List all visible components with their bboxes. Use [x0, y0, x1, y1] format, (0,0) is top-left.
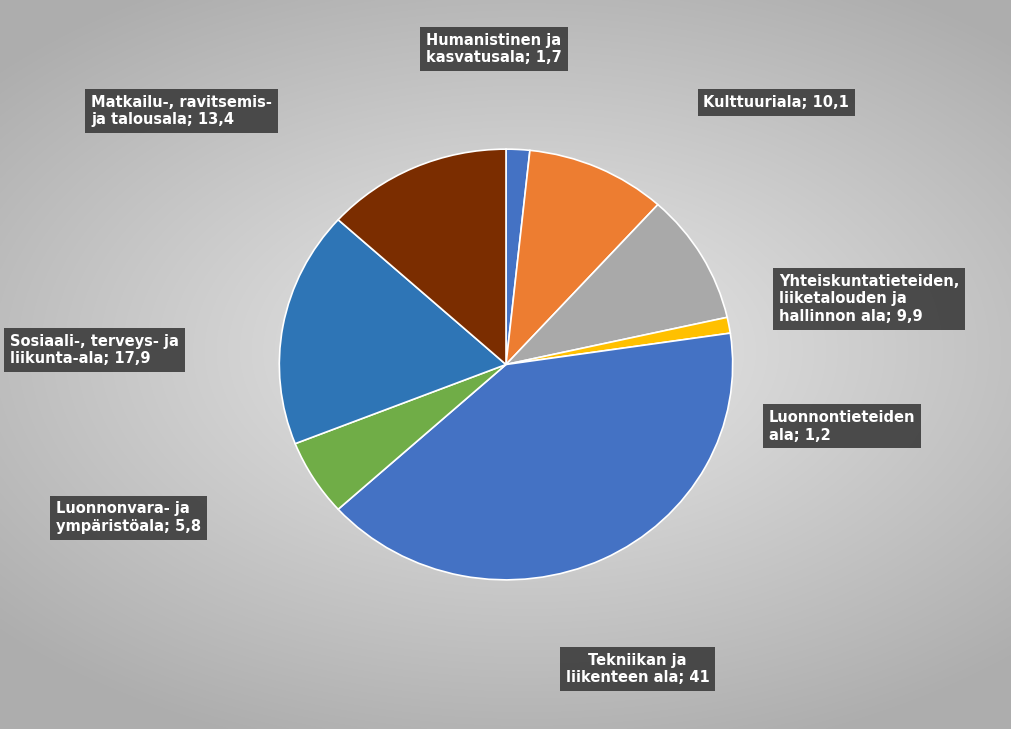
Wedge shape [506, 149, 530, 364]
Wedge shape [295, 364, 506, 510]
Text: Matkailu-, ravitsemis-
ja talousala; 13,4: Matkailu-, ravitsemis- ja talousala; 13,… [91, 95, 272, 127]
Text: Tekniikan ja
liikenteen ala; 41: Tekniikan ja liikenteen ala; 41 [565, 653, 709, 685]
Wedge shape [506, 205, 727, 364]
Text: Luonnonvara- ja
ympäristöala; 5,8: Luonnonvara- ja ympäristöala; 5,8 [56, 502, 200, 534]
Wedge shape [338, 149, 506, 364]
Wedge shape [506, 150, 657, 364]
Text: Yhteiskuntatieteiden,
liiketalouden ja
hallinnon ala; 9,9: Yhteiskuntatieteiden, liiketalouden ja h… [778, 274, 958, 324]
Text: Luonnontieteiden
ala; 1,2: Luonnontieteiden ala; 1,2 [768, 410, 915, 443]
Text: Kulttuuriala; 10,1: Kulttuuriala; 10,1 [703, 95, 848, 110]
Text: Humanistinen ja
kasvatusala; 1,7: Humanistinen ja kasvatusala; 1,7 [426, 33, 561, 65]
Wedge shape [279, 219, 506, 444]
Text: Sosiaali-, terveys- ja
liikunta-ala; 17,9: Sosiaali-, terveys- ja liikunta-ala; 17,… [10, 334, 179, 366]
Wedge shape [338, 333, 732, 580]
Wedge shape [506, 317, 730, 364]
